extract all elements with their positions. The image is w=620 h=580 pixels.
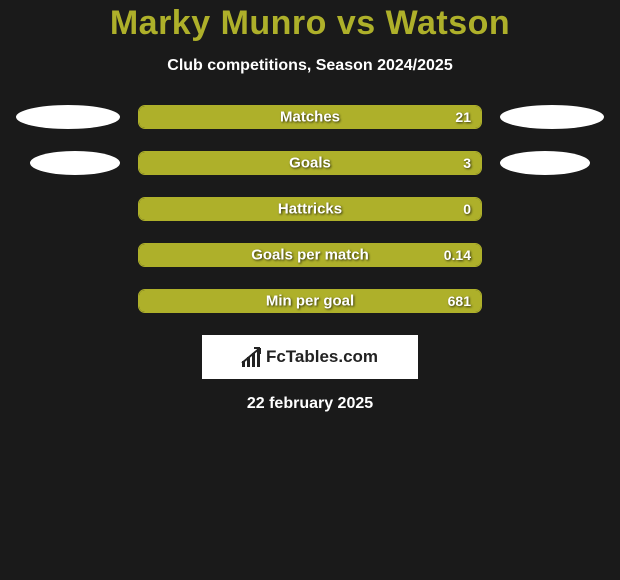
left-player-marker [30,151,120,175]
stat-bar: Hattricks 0 [138,197,482,221]
stat-value: 3 [463,155,471,171]
snapshot-date: 22 february 2025 [0,395,620,413]
right-player-marker [500,151,590,175]
stat-row: Hattricks 0 [0,197,620,221]
stat-label: Matches [280,109,340,126]
stat-label: Hattricks [278,201,342,218]
stat-bar: Matches 21 [138,105,482,129]
stat-label: Goals per match [251,247,369,264]
stat-label: Min per goal [266,293,354,310]
stat-value: 681 [448,293,471,309]
comparison-infographic: Marky Munro vs Watson Club competitions,… [0,0,620,413]
stats-list: Matches 21 Goals 3 Hattricks 0 Goals per match… [0,105,620,313]
stat-bar: Goals per match 0.14 [138,243,482,267]
right-player-marker [500,105,604,129]
subtitle: Club competitions, Season 2024/2025 [0,57,620,75]
stat-row: Matches 21 [0,105,620,129]
logo-text: FcTables.com [266,347,378,367]
stat-value: 21 [455,109,471,125]
left-player-marker [16,105,120,129]
stat-row: Goals 3 [0,151,620,175]
stat-label: Goals [289,155,331,172]
page-title: Marky Munro vs Watson [0,4,620,43]
stat-row: Goals per match 0.14 [0,243,620,267]
stat-bar: Min per goal 681 [138,289,482,313]
stat-row: Min per goal 681 [0,289,620,313]
stat-bar: Goals 3 [138,151,482,175]
stat-value: 0.14 [444,247,471,263]
logo-inner: FcTables.com [242,347,378,367]
stat-value: 0 [463,201,471,217]
logo-chart-icon [242,347,260,367]
source-logo: FcTables.com [202,335,418,379]
logo-arrow-icon [240,345,266,367]
